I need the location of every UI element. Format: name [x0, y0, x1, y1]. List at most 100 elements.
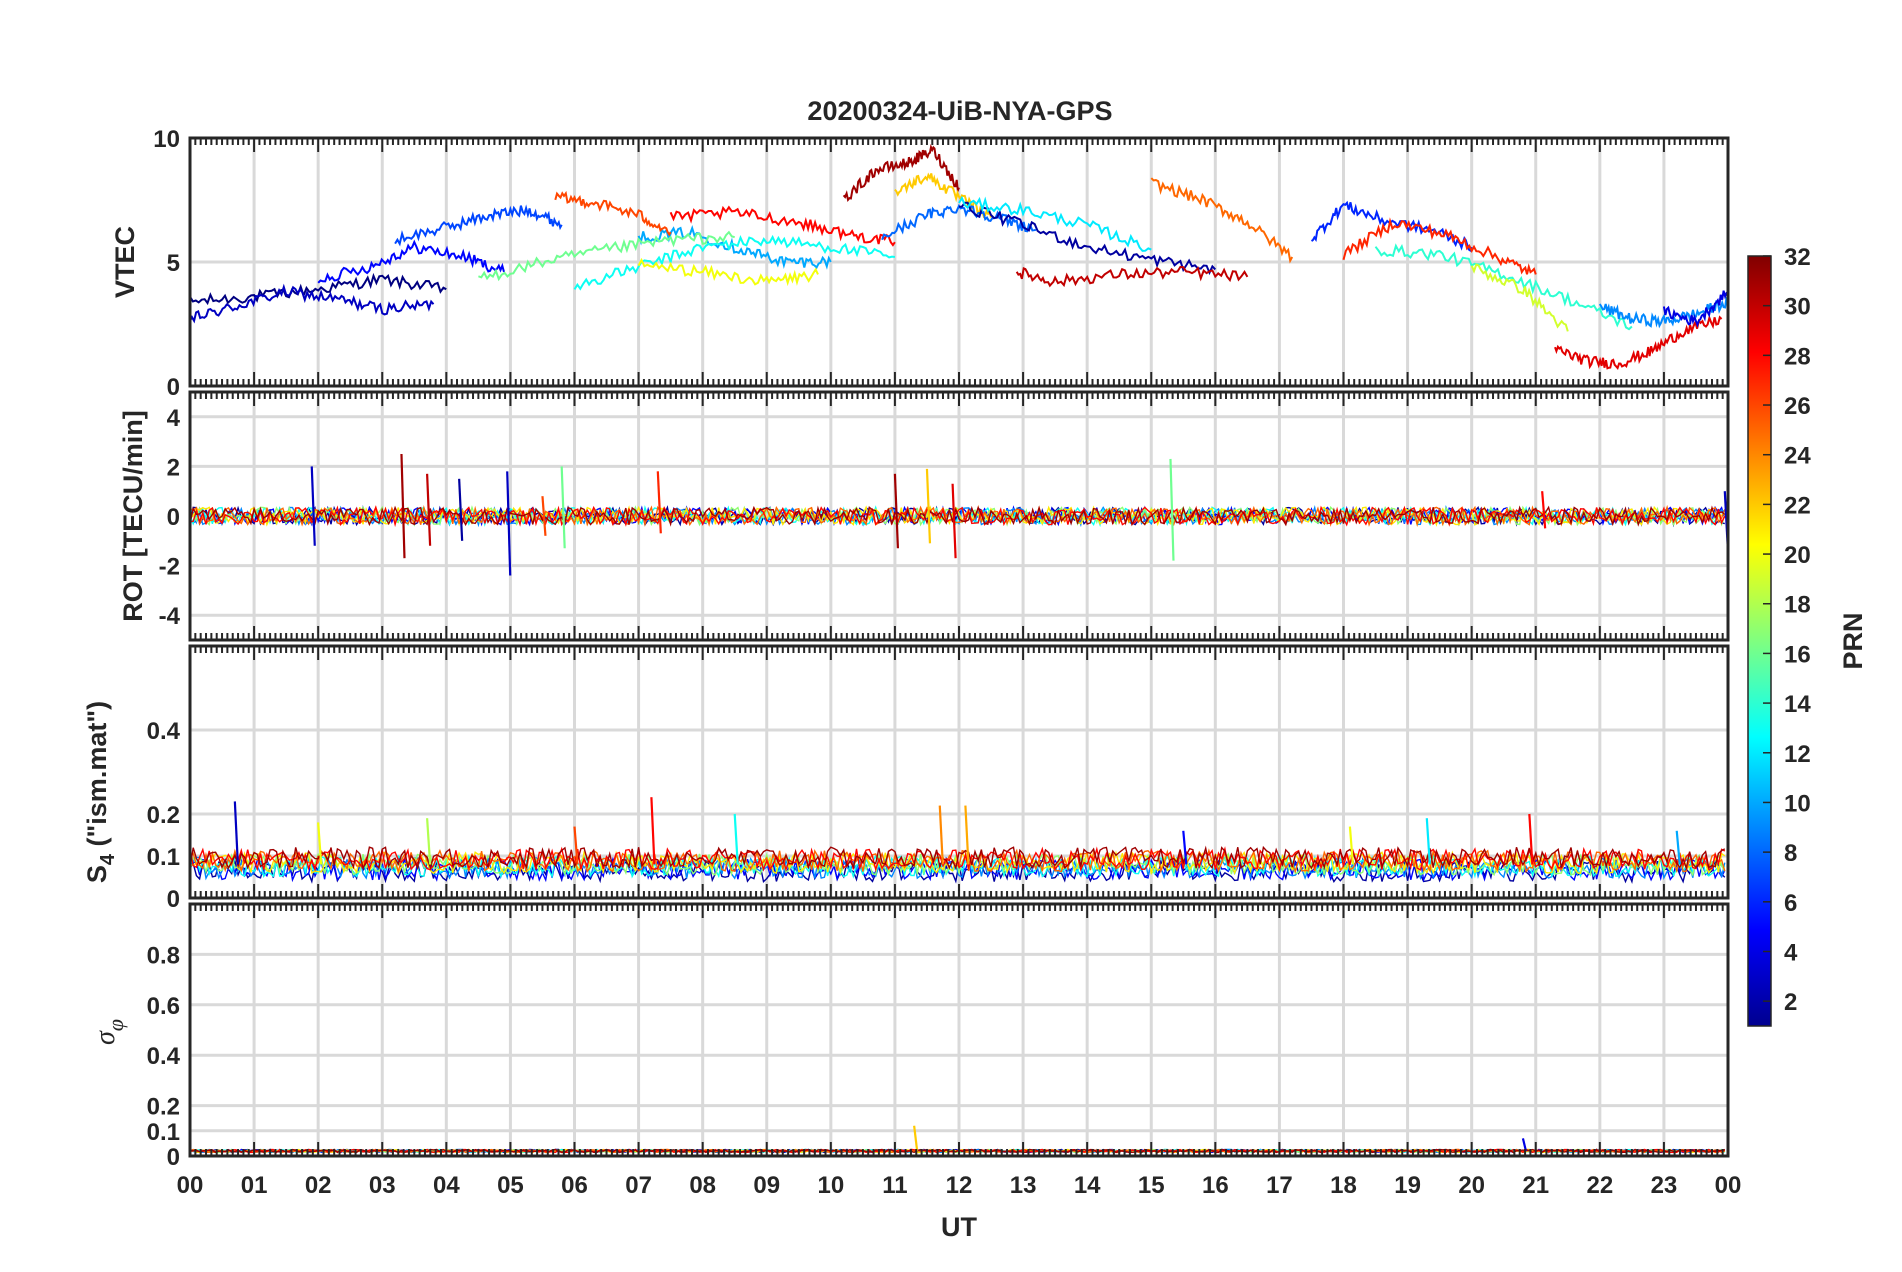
colorbar-tick-label: 22	[1784, 492, 1811, 519]
vtec-series-prn-13	[573, 234, 896, 291]
sigma_phi-y-tick-label: 0.4	[147, 1043, 181, 1070]
panel-rot: -4 -2 0 2 4	[159, 390, 1730, 642]
rot-series-prn-28	[190, 505, 1726, 528]
sigma_phi-y-tick-label: 0.1	[147, 1119, 180, 1146]
colorbar-tick-label: 20	[1784, 542, 1811, 569]
colorbar-tick-label: 24	[1784, 443, 1811, 470]
x-tick-label: 10	[817, 1172, 844, 1199]
colorbar-tick-label: 12	[1784, 741, 1811, 768]
x-tick-label: 12	[946, 1172, 973, 1199]
s4-spike	[1182, 830, 1188, 865]
panel-s4: 0 0.1 0.2 0.4	[147, 644, 1730, 913]
vtec-series-prn-2	[958, 201, 1217, 276]
sigma_phi-spike	[913, 1125, 919, 1152]
rot-spike	[506, 471, 512, 576]
colorbar-tick-label: 26	[1784, 393, 1811, 420]
rot-y-tick-label: -2	[159, 554, 180, 581]
x-tick-label: 15	[1138, 1172, 1165, 1199]
x-tick-label: 16	[1202, 1172, 1229, 1199]
colorbar-tick-label: 10	[1784, 790, 1811, 817]
rot-spike	[310, 466, 316, 546]
s4-series-prn-25	[190, 848, 1726, 874]
x-tick-label: 13	[1010, 1172, 1037, 1199]
vtec-series-prn-31	[842, 143, 960, 202]
vtec-y-tick-label: 0	[167, 374, 180, 401]
x-axis-label: UT	[941, 1212, 977, 1242]
colorbar-tick-label: 30	[1784, 294, 1811, 321]
s4-data	[190, 797, 1726, 884]
rot-spike	[400, 453, 406, 559]
vtec-series-prn-20	[637, 257, 819, 287]
vtec-series-prn-4	[1662, 290, 1728, 328]
vtec-data	[190, 143, 1728, 370]
s4-y-tick-label: 0.2	[147, 802, 180, 829]
x-tick-label: 07	[625, 1172, 652, 1199]
rot-spike	[656, 471, 662, 534]
colorbar-gradient	[1747, 255, 1772, 1027]
vtec-series-prn-12	[958, 195, 1152, 252]
rot-series-prn-31	[190, 505, 1726, 527]
vtec-series-prn-25	[1150, 177, 1294, 264]
x-tick-label: 14	[1074, 1172, 1101, 1199]
x-axis-tick-labels: 00 01 02 03 04 05 06 07 08 09 10 11 12 13 14 15 16 17 18 19…	[177, 1172, 1742, 1199]
s4-y-tick-label: 0.1	[147, 844, 180, 871]
panel-y-labels: VTEC ROT [TECU/min] S4 ("ism.mat") σφ	[82, 226, 148, 1045]
vtec-series-prn-16	[478, 230, 735, 282]
s4-spike	[317, 822, 323, 865]
x-tick-label: 09	[753, 1172, 780, 1199]
rot-y-tick-label: -4	[159, 603, 181, 630]
s4-y-tick-label: 0.4	[147, 718, 181, 745]
colorbar-tick-label: 16	[1784, 641, 1811, 668]
sigma_phi-y-tick-label: 0	[167, 1144, 180, 1171]
vtec-series-prn-22	[894, 172, 992, 219]
vtec-series-prn-29	[1554, 314, 1723, 370]
x-tick-label: 18	[1330, 1172, 1357, 1199]
vtec-y-tick-label: 10	[153, 126, 180, 153]
x-tick-label: 17	[1266, 1172, 1293, 1199]
colorbar-tick-label: 4	[1784, 939, 1798, 966]
rot-y-tick-label: 4	[167, 405, 181, 432]
x-tick-label: 22	[1586, 1172, 1613, 1199]
s4-spike	[733, 813, 739, 865]
sigma_phi-y-tick-label: 0.8	[147, 942, 180, 969]
vtec-axis-label: VTEC	[110, 226, 140, 298]
vtec-series-prn-1	[190, 272, 447, 306]
x-tick-label: 08	[689, 1172, 716, 1199]
colorbar-label: PRN	[1838, 612, 1868, 669]
vtec-series-prn-26	[554, 190, 672, 237]
x-tick-label: 06	[561, 1172, 588, 1199]
x-tick-label: 00	[1715, 1172, 1742, 1199]
colorbar-tick-label: 18	[1784, 592, 1811, 619]
x-tick-label: 02	[305, 1172, 332, 1199]
s4-spike	[964, 805, 970, 865]
rot-spike	[426, 473, 432, 546]
vtec-series-prn-28	[669, 205, 896, 247]
rot-axis-label: ROT [TECU/min]	[118, 410, 148, 621]
s4-spike	[650, 797, 656, 865]
vtec-y-tick-label: 5	[167, 250, 180, 277]
s4-spike	[1425, 818, 1431, 865]
x-tick-label: 19	[1394, 1172, 1421, 1199]
rot-spike	[893, 473, 900, 549]
x-tick-label: 00	[177, 1172, 204, 1199]
rot-spike	[458, 478, 464, 541]
x-tick-label: 01	[241, 1172, 268, 1199]
x-tick-label: 03	[369, 1172, 396, 1199]
x-tick-label: 21	[1522, 1172, 1549, 1199]
rot-spike	[541, 496, 547, 536]
panel-vtec: 0 5 10	[153, 126, 1730, 401]
sigma-phi-axis-label: σφ	[90, 1019, 128, 1045]
colorbar-tick-label: 14	[1784, 691, 1811, 718]
s4-spike	[426, 818, 432, 865]
colorbar-tick-label: 8	[1784, 840, 1797, 867]
s4-spike	[1348, 826, 1355, 865]
colorbar-tick-label: 6	[1784, 890, 1797, 917]
s4-spike	[233, 801, 239, 865]
colorbar-tick-label: 32	[1784, 244, 1811, 271]
vtec-series-prn-6	[1310, 200, 1473, 253]
vtec-series-prn-14	[1374, 243, 1633, 331]
